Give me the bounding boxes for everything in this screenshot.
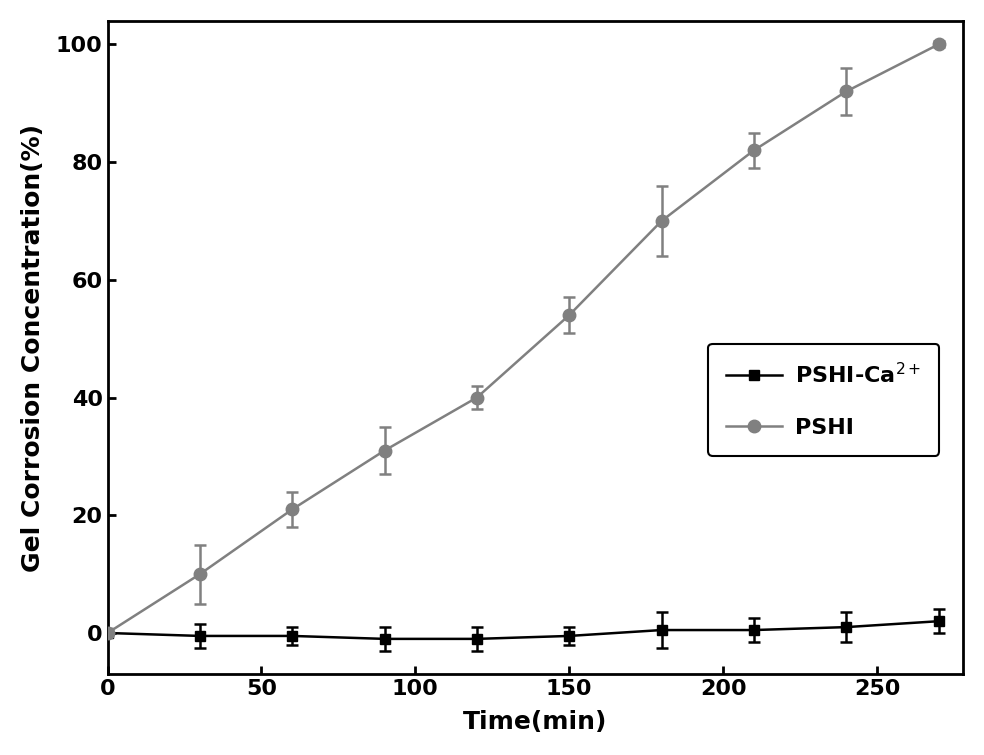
Legend: PSHI-Ca$^{2+}$, PSHI: PSHI-Ca$^{2+}$, PSHI [708,344,939,456]
Y-axis label: Gel Corrosion Concentration(%): Gel Corrosion Concentration(%) [21,124,45,572]
X-axis label: Time(min): Time(min) [463,710,607,734]
